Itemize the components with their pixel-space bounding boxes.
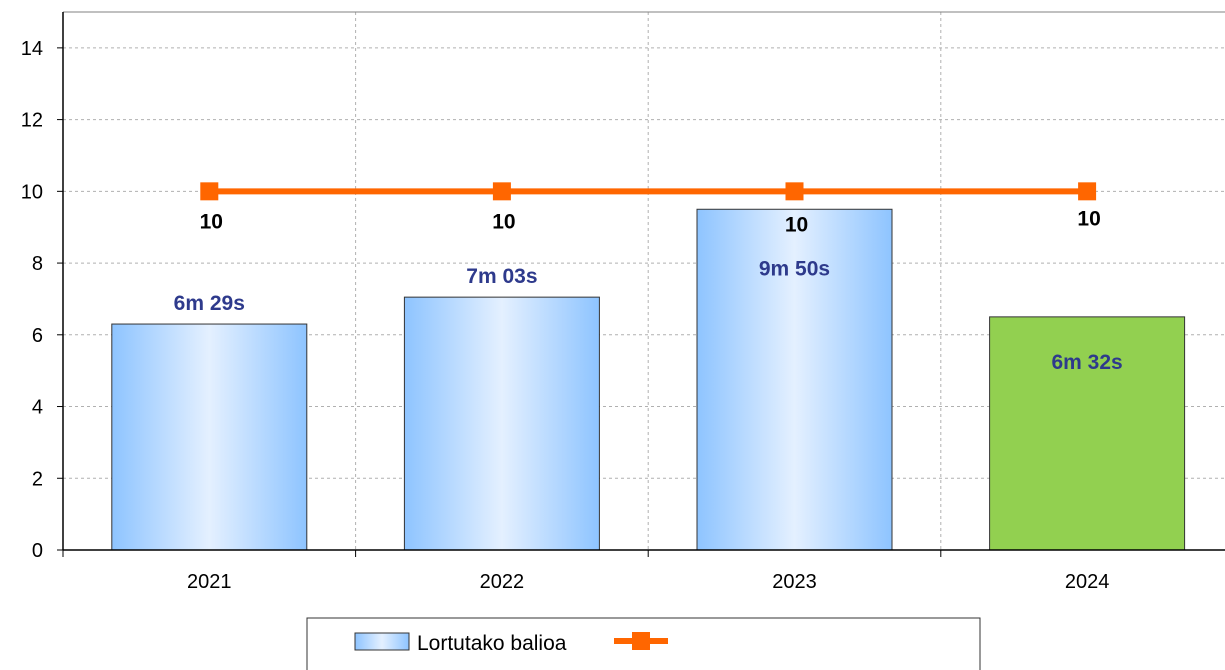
legend-bar-swatch — [354, 632, 410, 651]
bar-value-label: 6m 29s — [174, 292, 245, 315]
bar — [403, 296, 600, 551]
y-tick-label: 4 — [32, 397, 43, 419]
bar-value-label: 6m 32s — [1051, 351, 1122, 374]
x-tick-label: 2021 — [187, 571, 232, 593]
legend: Lortutako balioa — [306, 617, 981, 670]
bar — [696, 208, 893, 551]
target-marker — [492, 182, 511, 201]
target-line-series — [200, 182, 1097, 201]
target-value-label: 10 — [785, 213, 808, 236]
target-value-label: 10 — [200, 210, 223, 233]
target-value-label: 10 — [1077, 207, 1100, 230]
y-tick-label: 6 — [32, 325, 43, 347]
y-tick-label: 10 — [21, 181, 43, 203]
bar — [111, 323, 308, 551]
x-tick-label: 2024 — [1065, 571, 1110, 593]
axes: 0 2 4 6 8 10 12 14 2021 2022 2023 2024 — [21, 12, 1225, 593]
target-value-label: 10 — [492, 210, 515, 233]
x-tick-label: 2023 — [772, 571, 817, 593]
target-marker — [200, 182, 219, 201]
x-tick-label: 2022 — [480, 571, 525, 593]
y-tick-label: 8 — [32, 253, 43, 275]
bar-value-label: 9m 50s — [759, 257, 830, 280]
target-marker — [1078, 182, 1097, 201]
data-labels: 6m 29s 7m 03s 9m 50s 6m 32s 10 10 10 10 — [174, 207, 1123, 374]
y-tick-label: 0 — [32, 540, 43, 562]
legend-bar-label: Lortutako balioa — [417, 632, 567, 655]
y-tick-label: 12 — [21, 110, 43, 132]
target-marker — [785, 182, 804, 201]
y-tick-label: 2 — [32, 468, 43, 490]
legend-line-marker — [632, 632, 650, 650]
y-tick-label: 14 — [21, 38, 43, 60]
bar-value-label: 7m 03s — [466, 265, 537, 288]
